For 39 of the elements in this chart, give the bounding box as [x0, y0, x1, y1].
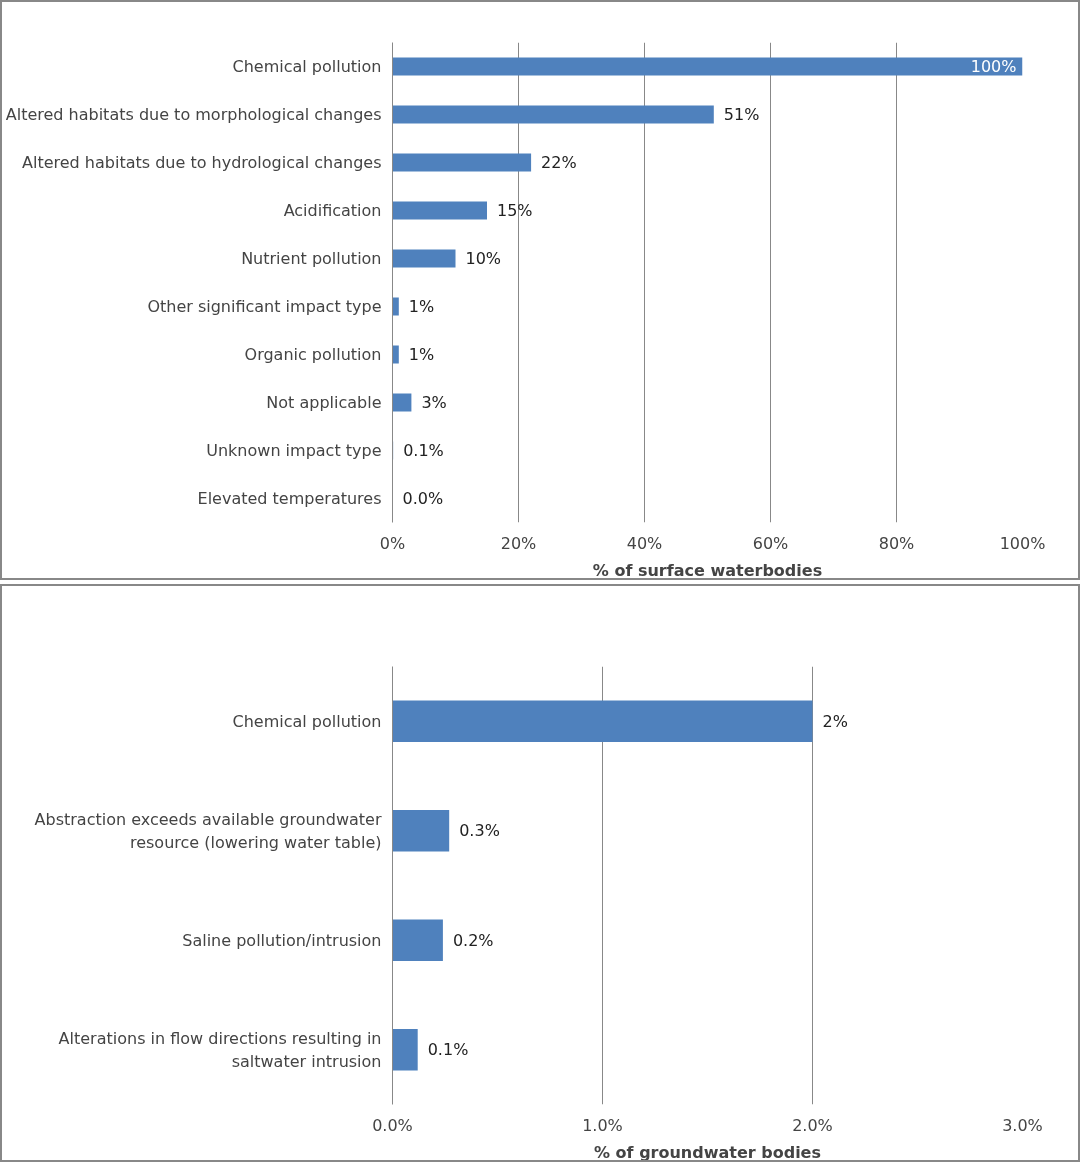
- data-label: 0.1%: [427, 1040, 469, 1060]
- x-tick-label: 60%: [752, 533, 789, 553]
- y-tick-label: Acidification: [283, 201, 382, 220]
- data-label: 3%: [421, 393, 447, 412]
- x-tick-label: 1.0%: [582, 1115, 623, 1135]
- y-tick-label: Chemical pollution: [232, 57, 382, 76]
- y-tick-label: Altered habitats due to hydrological changes: [22, 153, 382, 172]
- data-label: 0.2%: [452, 930, 494, 950]
- data-label: 100%: [970, 57, 1017, 76]
- data-label: 0.1%: [403, 441, 444, 460]
- y-tick-label: Organic pollution: [244, 345, 382, 364]
- x-tick-label: 0%: [379, 533, 406, 553]
- y-tick-label: Altered habitats due to morphological changes: [5, 105, 382, 124]
- x-tick-label: 3.0%: [1002, 1115, 1043, 1135]
- data-label: 22%: [541, 153, 577, 172]
- data-label: 51%: [723, 105, 760, 124]
- data-label: 1%: [408, 345, 435, 364]
- x-tick-label: 100%: [999, 533, 1046, 553]
- x-tick-label: 2.0%: [792, 1115, 833, 1135]
- data-label: 2%: [822, 711, 848, 731]
- y-tick-label: Other significant impact type: [147, 297, 382, 316]
- data-label: 10%: [465, 249, 502, 268]
- y-tick-label: Nutrient pollution: [241, 249, 382, 268]
- x-axis-title: % of surface waterbodies: [592, 560, 823, 580]
- data-label: 15%: [497, 201, 533, 220]
- y-tick-label: Unknown impact type: [206, 441, 382, 460]
- x-tick-label: 80%: [878, 533, 915, 553]
- y-tick-label: Elevated temperatures: [197, 489, 382, 508]
- y-tick-label: Chemical pollution: [232, 711, 382, 731]
- y-tick-label: Not applicable: [266, 393, 382, 412]
- x-tick-label: 20%: [500, 533, 537, 553]
- x-tick-label: 40%: [626, 533, 663, 553]
- y-tick-label: Abstraction exceeds available groundwater resource (lowering water table): [34, 809, 382, 852]
- data-label: 0.0%: [402, 489, 444, 508]
- x-tick-label: 0.0%: [372, 1115, 413, 1135]
- y-tick-label: Saline pollution/intrusion: [182, 930, 382, 950]
- y-tick-label: Alterations in flow directions resulting in saltwater intrusion: [58, 1028, 382, 1071]
- data-label: 1%: [408, 297, 435, 316]
- data-label: 0.3%: [459, 821, 500, 841]
